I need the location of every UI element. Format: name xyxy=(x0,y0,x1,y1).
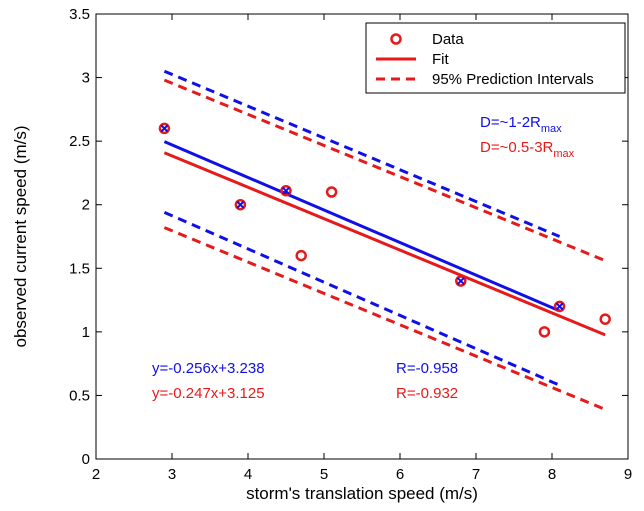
x-tick-label: 3 xyxy=(168,466,176,483)
x-tick-label: 7 xyxy=(472,466,480,483)
x-tick-label: 2 xyxy=(92,466,100,483)
legend-entry: 95% Prediction Intervals xyxy=(432,71,594,88)
y-tick-label: 2.5 xyxy=(69,133,90,150)
series-label-main: D=~1-2R xyxy=(480,114,541,131)
y-tick-label: 3.5 xyxy=(69,6,90,23)
data-point-cross xyxy=(236,200,245,209)
series-label-subscript: max xyxy=(553,148,574,160)
x-tick-label: 6 xyxy=(396,466,404,483)
data-point xyxy=(456,277,465,285)
y-tick-label: 3 xyxy=(82,70,90,87)
data-point xyxy=(280,184,292,197)
data-point xyxy=(599,313,611,325)
legend-entry: Data xyxy=(432,31,464,48)
fit-lines xyxy=(163,69,606,411)
data-point xyxy=(236,200,245,209)
legend-entry: Fit xyxy=(432,51,449,68)
data-point xyxy=(325,186,338,198)
series-label: D=~0.5-3Rmax xyxy=(480,139,575,160)
x-tick-label: 5 xyxy=(320,466,328,483)
y-tick-label: 0 xyxy=(82,451,90,468)
prediction-interval-lower xyxy=(163,210,561,387)
correlation-coefficient: R=-0.932 xyxy=(396,385,458,402)
data-point xyxy=(234,198,247,211)
data-point xyxy=(455,275,467,287)
legend: Data Fit 95% Prediction Intervals xyxy=(365,22,626,94)
legend-swatch-data xyxy=(390,33,402,45)
y-axis-label: observed current speed (m/s) xyxy=(11,125,30,347)
series-label: D=~1-2Rmax xyxy=(480,114,562,135)
y-tick-label: 0.5 xyxy=(69,387,90,404)
data-point-cross xyxy=(160,124,169,133)
y-tick-label: 1.5 xyxy=(69,260,90,277)
x-tick-label: 8 xyxy=(548,466,556,483)
data-point xyxy=(158,122,171,135)
fit-line xyxy=(163,151,606,337)
correlation-coefficient: R=-0.958 xyxy=(396,360,458,377)
series-label-subscript: max xyxy=(541,123,562,135)
data-point xyxy=(553,300,566,313)
data-point xyxy=(555,302,564,311)
data-point xyxy=(295,249,307,262)
y-tick-label: 2 xyxy=(82,197,90,214)
fit-line xyxy=(163,140,561,313)
prediction-interval-upper xyxy=(163,69,561,238)
data-point xyxy=(538,326,551,338)
y-tick-label: 1 xyxy=(82,324,90,341)
data-point xyxy=(282,186,290,195)
data-points xyxy=(158,122,611,338)
data-point-cross xyxy=(282,186,290,195)
regression-equation: y=-0.247x+3.125 xyxy=(152,385,265,402)
x-tick-label: 9 xyxy=(624,466,632,483)
prediction-interval-upper xyxy=(163,78,606,263)
axis-ticks: 2 3 4 5 6 7 8 9 0 0.5 1 1.5 2 2.5 3 3.5 xyxy=(69,6,632,483)
data-point-cross xyxy=(555,302,564,311)
series-label-main: D=~0.5-3R xyxy=(480,139,554,156)
regression-equation: y=-0.256x+3.238 xyxy=(152,360,265,377)
x-tick-label: 4 xyxy=(244,466,252,483)
data-point-cross xyxy=(456,277,465,285)
prediction-interval-lower xyxy=(163,226,606,411)
data-point xyxy=(160,124,169,133)
x-axis-label: storm's translation speed (m/s) xyxy=(246,484,478,503)
